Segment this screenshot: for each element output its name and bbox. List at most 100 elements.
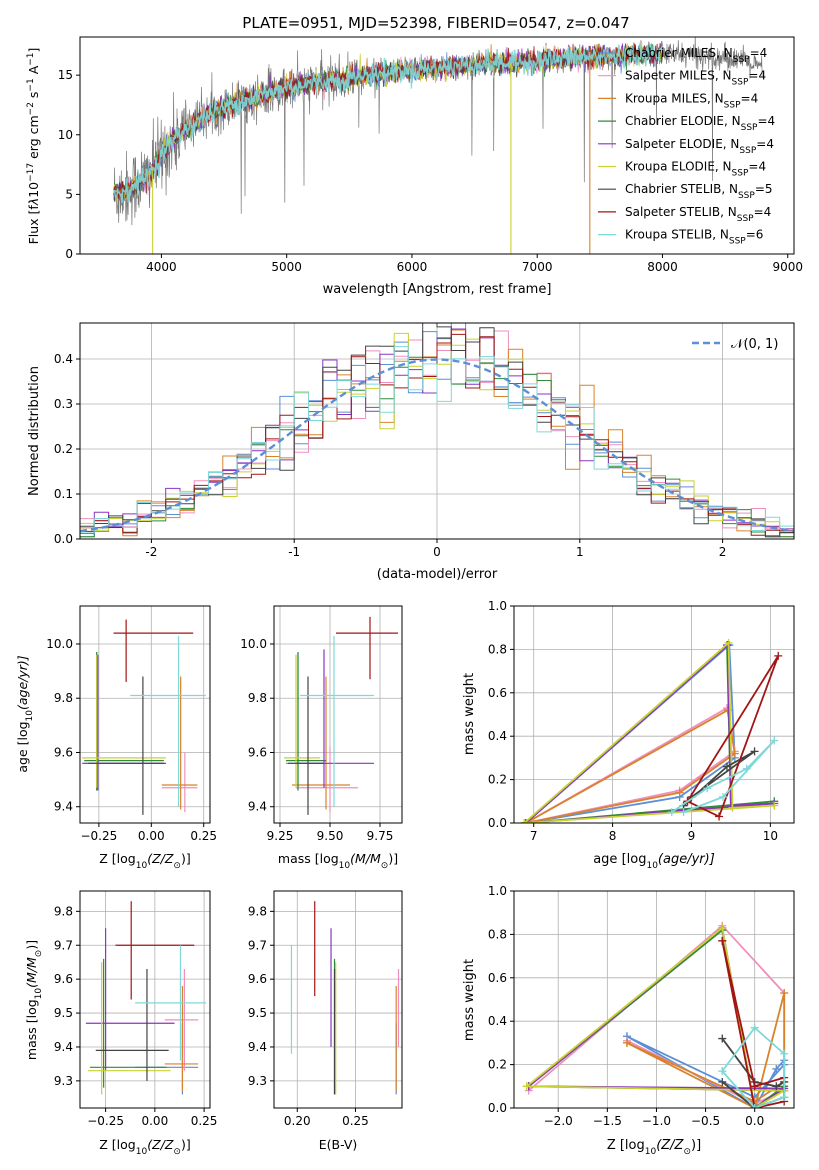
y-axis-label: mass weight bbox=[462, 673, 477, 755]
legend-entry: Kroupa MILES, NSSP=4 bbox=[625, 91, 758, 110]
y-axis-label-part: age [log bbox=[15, 721, 30, 772]
weight-marker bbox=[622, 1038, 631, 1047]
x-tick-label: 0.25 bbox=[191, 1114, 218, 1128]
y-tick-label: 9.4 bbox=[54, 1040, 73, 1054]
weight-marker bbox=[718, 1067, 727, 1076]
axes-frame bbox=[79, 605, 211, 824]
legend-entry: Chabrier ELODIE, NSSP=4 bbox=[625, 114, 775, 133]
legend-entry-part: =6 bbox=[746, 228, 764, 242]
panel-mass-weight-vs-z: −2.0 −1.5 −1.0 −0.5 0.0 0.0 0.2 0.4 0.6 0.8 1.0 Z [… bbox=[462, 884, 795, 1157]
x-tick-label: 7 bbox=[530, 829, 538, 843]
x-tick-label: 8000 bbox=[647, 260, 678, 274]
weight-marker bbox=[667, 808, 676, 817]
legend-entry-part: SSP bbox=[739, 146, 756, 156]
residual-histogram bbox=[80, 346, 794, 536]
weight-marker bbox=[715, 812, 724, 821]
weight-marker bbox=[724, 638, 733, 647]
y-tick-label: 9.7 bbox=[248, 938, 267, 952]
y-tick-label: 0.2 bbox=[488, 773, 507, 787]
y-axis-label-part: (M/M bbox=[24, 957, 39, 988]
y-axis-label-part: −2 bbox=[26, 102, 36, 115]
y-tick-label: 0.0 bbox=[488, 1101, 507, 1115]
legend-entry-part: SSP bbox=[738, 191, 755, 201]
weight-marker bbox=[770, 801, 779, 810]
weight-marker bbox=[780, 988, 789, 997]
y-axis-label: age [log10(age/yr)] bbox=[15, 655, 35, 772]
legend-entry-part: Chabrier ELODIE, N bbox=[625, 114, 741, 128]
y-axis-label: Flux [fλ10−17 erg cm−2 s−1 A−1] bbox=[26, 48, 41, 245]
y-tick-label: 9.8 bbox=[248, 691, 267, 705]
x-tick-label: 5000 bbox=[271, 260, 302, 274]
y-tick-label: 9.4 bbox=[248, 1040, 267, 1054]
legend-entry: Kroupa STELIB, NSSP=6 bbox=[625, 228, 763, 247]
plot-area bbox=[522, 921, 789, 1108]
legend-entry-part: =4 bbox=[750, 46, 768, 60]
weight-marker bbox=[770, 736, 779, 745]
y-axis-label-part: 10 bbox=[26, 182, 41, 198]
y-tick-label: 0 bbox=[65, 247, 73, 261]
legend-entry-part: Chabrier MILES, N bbox=[625, 46, 733, 60]
x-axis-label: wavelength [Angstrom, rest frame] bbox=[323, 282, 552, 297]
legend-entry: 𝒩(0, 1) bbox=[731, 337, 778, 352]
y-tick-label: 9.7 bbox=[54, 938, 73, 952]
x-axis-label-part: (age/yr)] bbox=[658, 852, 715, 867]
weight-marker bbox=[750, 1104, 759, 1108]
y-tick-label: 9.6 bbox=[248, 745, 267, 759]
y-tick-label: 0.8 bbox=[488, 927, 507, 941]
legend-entry-part: SSP bbox=[737, 214, 754, 224]
y-tick-label: 0.0 bbox=[488, 816, 507, 830]
legend-entry: Chabrier MILES, NSSP=4 bbox=[625, 46, 767, 65]
legend-entry-part: =4 bbox=[754, 205, 772, 219]
legend-entry-part: Salpeter MILES, N bbox=[625, 69, 732, 83]
x-axis-label-part: )] bbox=[388, 851, 398, 866]
x-tick-label: 6000 bbox=[397, 260, 428, 274]
x-tick-label: -1 bbox=[288, 545, 300, 559]
x-tick-label: 9.75 bbox=[367, 829, 394, 843]
y-axis-label-part: A bbox=[26, 65, 41, 78]
y-axis-label-part: −1 bbox=[26, 52, 36, 65]
y-tick-label: 9.5 bbox=[248, 1006, 267, 1020]
y-tick-label: 0.4 bbox=[54, 352, 73, 366]
x-tick-label: 2 bbox=[719, 545, 727, 559]
x-tick-label: 8 bbox=[609, 829, 617, 843]
legend-entry-part: SSP bbox=[741, 123, 758, 133]
y-tick-label: 9.6 bbox=[248, 972, 267, 986]
y-tick-label: 9.4 bbox=[248, 800, 267, 814]
weight-marker bbox=[774, 651, 783, 660]
x-axis-label-part: )] bbox=[691, 1138, 701, 1153]
y-tick-label: 1.0 bbox=[488, 884, 507, 898]
x-axis-label-part: (Z/Z bbox=[656, 1138, 684, 1153]
x-axis-label-part: ⊙ bbox=[173, 1147, 181, 1157]
weight-marker bbox=[718, 936, 727, 945]
y-axis-label: Normed distribution bbox=[27, 366, 42, 496]
legend-entry: Salpeter STELIB, NSSP=4 bbox=[625, 205, 771, 224]
x-tick-label: 0.25 bbox=[342, 1114, 369, 1128]
panel-residuals: -2 -1 0 1 2 0.0 0.1 0.2 0.3 0.4 (data-model)/error… bbox=[27, 322, 795, 582]
y-tick-label: 10 bbox=[58, 128, 73, 142]
x-axis-label-part: Z [log bbox=[607, 1138, 645, 1153]
weight-marker bbox=[772, 1064, 781, 1073]
y-tick-label: 0.2 bbox=[54, 442, 73, 456]
y-tick-label: 10.0 bbox=[240, 637, 267, 651]
legend-entry-part: SSP bbox=[729, 237, 746, 247]
weight-marker bbox=[520, 819, 529, 823]
figure-title: PLATE=0951, MJD=52398, FIBERID=0547, z=0… bbox=[242, 14, 629, 32]
x-axis-label: (data-model)/error bbox=[377, 567, 498, 582]
y-tick-label: 10.0 bbox=[46, 637, 73, 651]
x-tick-label: −2.0 bbox=[544, 1114, 573, 1128]
x-tick-label: 9 bbox=[688, 829, 696, 843]
legend-entry-part: Kroupa STELIB, N bbox=[625, 228, 729, 242]
panel-mass-vs-z: −0.25 0.00 0.259.39.49.59.69.79.8Z [log10(… bbox=[24, 890, 218, 1157]
y-tick-label: 9.5 bbox=[54, 1006, 73, 1020]
y-tick-label: 0.4 bbox=[488, 1014, 507, 1028]
x-tick-label: −0.25 bbox=[80, 829, 117, 843]
x-axis-label-part: 10 bbox=[645, 1147, 657, 1157]
x-tick-label: 0.20 bbox=[284, 1114, 311, 1128]
x-axis-label-part: age [log bbox=[593, 852, 646, 867]
weight-marker bbox=[718, 1034, 727, 1043]
y-tick-label: 0.0 bbox=[54, 532, 73, 546]
x-axis-label-part: )] bbox=[181, 1137, 191, 1152]
legend-entry: Salpeter MILES, NSSP=4 bbox=[625, 69, 766, 88]
y-axis-label-part: ⊙ bbox=[34, 950, 44, 958]
weight-marker bbox=[718, 923, 727, 932]
